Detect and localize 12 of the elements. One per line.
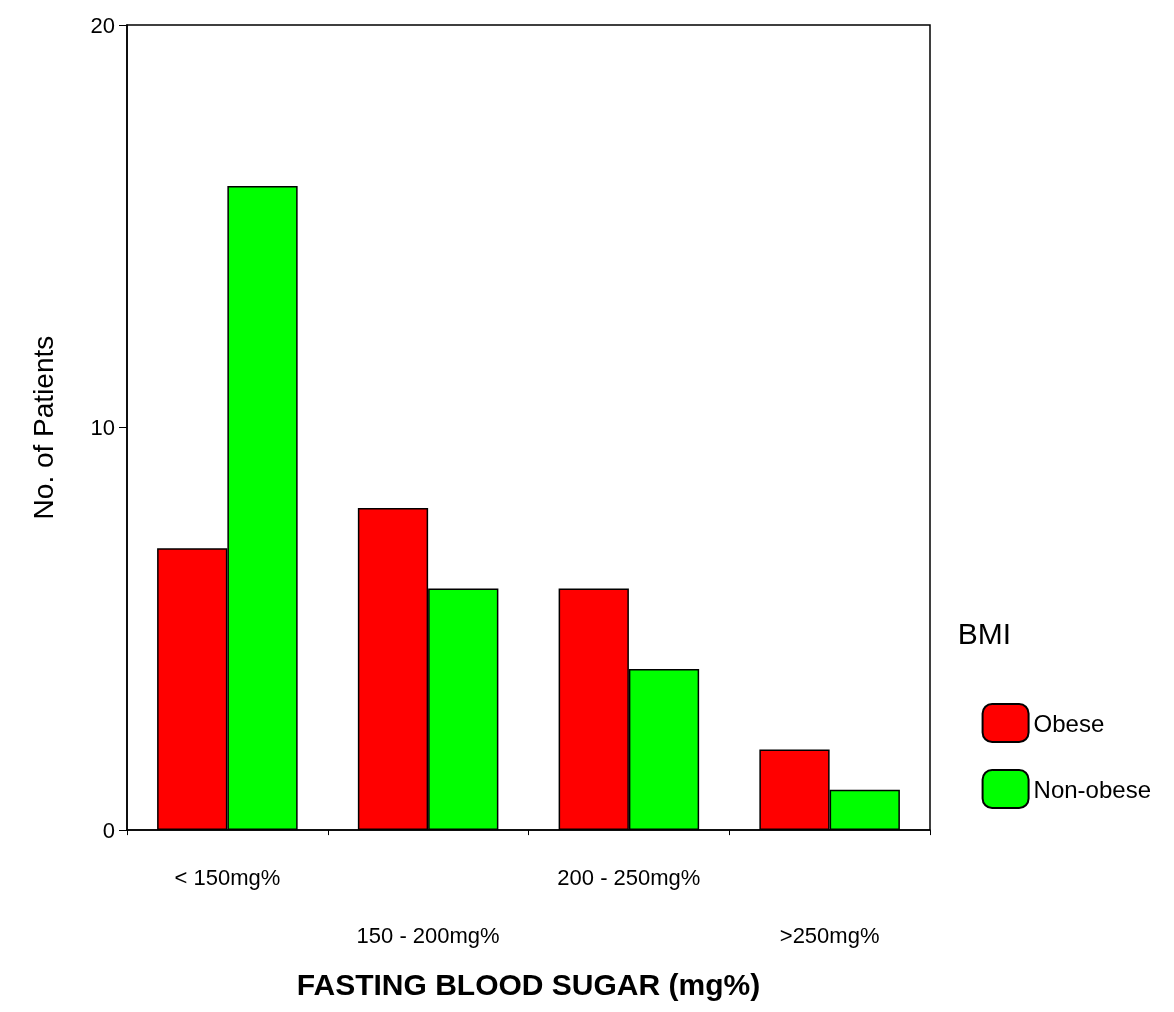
y-tick-label: 0 bbox=[102, 817, 115, 843]
x-tick-label: < 150mg% bbox=[174, 864, 281, 890]
x-axis-title: FASTING BLOOD SUGAR (mg%) bbox=[296, 967, 761, 1001]
y-tick-label: 20 bbox=[90, 12, 115, 38]
x-tick-label: >250mg% bbox=[779, 922, 880, 948]
y-axis-title: No. of Patients bbox=[27, 335, 59, 520]
legend-label: Obese bbox=[1033, 709, 1105, 737]
x-tick-label: 150 - 200mg% bbox=[356, 922, 500, 948]
legend-label: Non-obese bbox=[1033, 775, 1152, 803]
legend-title: BMI bbox=[957, 616, 1012, 650]
y-tick-label: 10 bbox=[90, 415, 115, 441]
x-tick-label: 200 - 250mg% bbox=[557, 864, 701, 890]
